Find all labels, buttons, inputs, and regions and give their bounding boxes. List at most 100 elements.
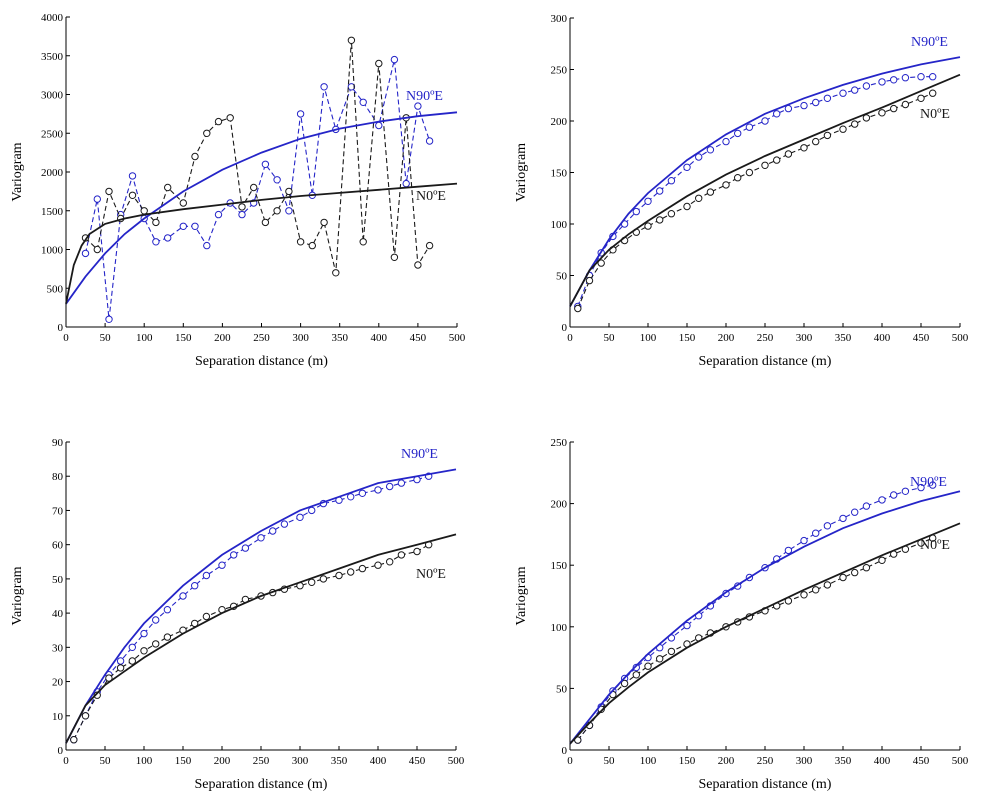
y-tick-label: 20 [52, 677, 64, 689]
data-point-n0e [823, 581, 832, 589]
data-point-n90e [140, 629, 148, 638]
data-point-n0e [164, 183, 172, 192]
y-tick-label: 250 [551, 65, 568, 77]
series-label-n90e: N90ºE [406, 89, 443, 104]
data-point-n90e [656, 187, 664, 195]
data-point-n0e [812, 137, 820, 146]
series-label-n0e: N0ºE [920, 538, 950, 553]
x-tick-label: 0 [63, 755, 69, 767]
series-label-n0e: N0ºE [416, 189, 446, 204]
x-axis-title: Separation distance (m) [195, 777, 328, 792]
x-tick-label: 450 [913, 755, 930, 767]
data-point-n90e [862, 82, 871, 90]
data-point-n90e [203, 241, 211, 250]
data-point-n0e [862, 564, 871, 572]
data-point-n0e [878, 109, 886, 117]
model-curve-n90e [569, 56, 961, 307]
data-point-n90e [800, 101, 808, 110]
chart-panel-4: 0 50 100 150 200 250 300 350 400 450 500 0 50 100 150 2… [514, 437, 969, 792]
experimental-line-n0e [577, 537, 933, 741]
data-point-n0e [203, 129, 211, 138]
data-point-n0e [784, 150, 793, 158]
data-point-n90e [386, 482, 394, 491]
data-point-n0e [667, 210, 676, 218]
data-point-n0e [397, 551, 406, 559]
series-label-n0e: N0ºE [416, 567, 446, 582]
x-tick-label: 200 [214, 332, 231, 344]
data-point-n90e [218, 561, 226, 569]
data-point-n0e [620, 679, 629, 688]
x-tick-label: 300 [292, 755, 309, 767]
model-curve-n90e [65, 111, 458, 305]
x-tick-label: 50 [100, 332, 112, 344]
x-tick-label: 100 [640, 755, 657, 767]
x-tick-label: 300 [796, 755, 813, 767]
data-point-n90e [191, 222, 199, 231]
data-point-n90e [374, 486, 382, 494]
data-point-n0e [179, 199, 188, 207]
data-point-n0e [414, 261, 422, 269]
x-tick-label: 0 [567, 332, 573, 344]
data-point-n90e [667, 177, 676, 185]
data-point-n0e [683, 202, 691, 211]
data-point-n0e [597, 259, 605, 267]
x-axis-title: Separation distance (m) [699, 354, 832, 369]
model-curve-n0e [569, 73, 961, 307]
y-axis-title: Variogram [514, 566, 529, 625]
data-point-n0e [105, 187, 113, 196]
data-point-n0e [347, 568, 355, 576]
data-point-n0e [800, 144, 808, 152]
y-tick-label: 0 [58, 745, 64, 757]
data-point-n0e [656, 655, 664, 663]
data-point-n90e [839, 514, 847, 523]
chart-panel-2: 0 50 100 150 200 250 300 350 400 450 500 0 50 100 150 2… [514, 13, 969, 369]
y-tick-label: 300 [551, 13, 568, 25]
data-point-n90e [320, 83, 328, 91]
data-point-n90e [214, 210, 223, 219]
y-tick-label: 200 [551, 499, 568, 511]
data-point-n90e [402, 179, 410, 188]
data-point-n0e [191, 152, 199, 161]
x-tick-label: 350 [331, 755, 348, 767]
data-point-n0e [152, 218, 160, 227]
x-tick-label: 450 [913, 332, 930, 344]
y-tick-label: 2000 [41, 167, 64, 179]
experimental-line-n90e [73, 475, 429, 740]
data-point-n0e [761, 161, 769, 170]
data-point-n90e [901, 487, 910, 495]
y-tick-label: 50 [556, 683, 568, 695]
data-point-n90e [269, 527, 277, 535]
data-point-n0e [374, 561, 382, 569]
x-tick-label: 150 [679, 332, 696, 344]
data-point-n0e [261, 218, 270, 227]
data-point-n0e [823, 131, 832, 140]
data-point-n90e [358, 489, 367, 497]
x-tick-label: 250 [757, 332, 774, 344]
data-point-n0e [644, 222, 652, 230]
data-point-n90e [128, 172, 137, 180]
x-tick-label: 200 [214, 755, 231, 767]
data-point-n90e [285, 207, 293, 215]
data-point-n90e [93, 195, 102, 203]
data-point-n90e [347, 493, 355, 501]
data-point-n0e [800, 591, 808, 599]
data-point-n90e [261, 160, 270, 169]
model-curve-n90e [569, 490, 961, 745]
data-point-n0e [285, 187, 293, 196]
experimental-line-n0e [85, 40, 431, 273]
x-tick-label: 350 [331, 332, 348, 344]
data-point-n0e [878, 556, 886, 564]
data-point-n90e [745, 123, 754, 131]
data-point-n0e [706, 188, 715, 196]
y-tick-label: 150 [551, 168, 568, 180]
data-point-n0e [347, 36, 356, 44]
y-tick-label: 70 [52, 505, 64, 517]
data-point-n0e [308, 578, 316, 586]
x-tick-label: 100 [136, 755, 153, 767]
data-point-n0e [917, 94, 925, 103]
data-point-n90e [878, 78, 886, 86]
x-tick-label: 400 [370, 755, 387, 767]
x-tick-label: 50 [100, 755, 112, 767]
data-point-n90e [241, 544, 250, 552]
